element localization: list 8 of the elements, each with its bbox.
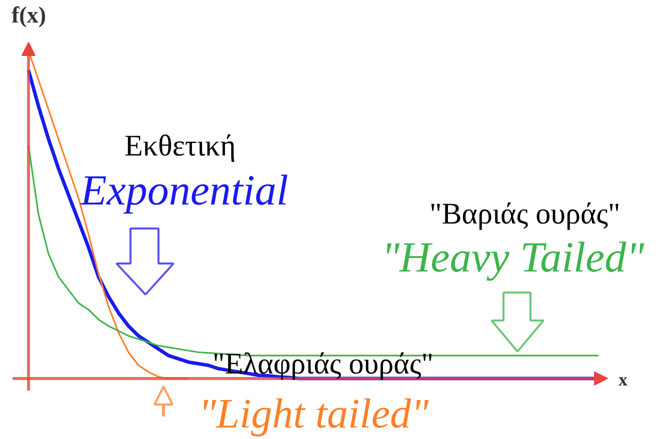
x-axis-title: x [618, 370, 628, 390]
series-label: "Heavy Tailed" [382, 234, 646, 282]
annotation: Εκθετική [124, 130, 236, 162]
y-axis-title: f(x) [12, 2, 46, 28]
annotation: "Ελαφριάς ουράς" [212, 348, 434, 380]
annotation: "Βαριάς ουράς" [430, 198, 620, 230]
series-label: Exponential [80, 168, 288, 214]
series-label: "Light tailed" [198, 392, 429, 438]
